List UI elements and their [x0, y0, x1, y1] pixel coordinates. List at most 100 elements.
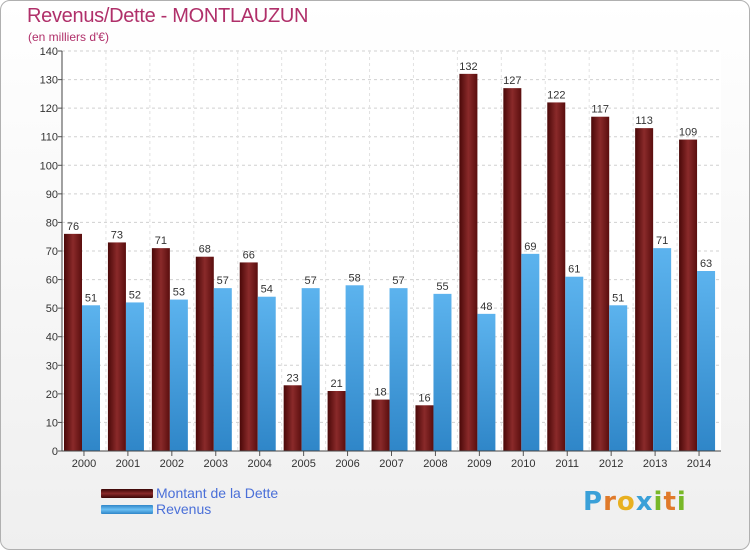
y-tick-label: 50	[46, 303, 58, 315]
y-tick-label: 30	[46, 360, 58, 372]
y-tick-label: 110	[40, 132, 58, 144]
chart-subtitle: (en milliers d'€)	[28, 30, 109, 44]
bar-revenus	[697, 271, 716, 451]
bar-dette	[547, 102, 566, 451]
data-label: 16	[418, 392, 430, 404]
logo-letter: P	[583, 487, 604, 517]
bar-dette	[107, 242, 126, 451]
bar-dette	[679, 139, 698, 452]
logo-letter: t	[663, 487, 677, 517]
data-label: 55	[436, 281, 448, 293]
y-tick-label: 80	[46, 217, 58, 229]
bar-dette	[459, 73, 478, 451]
bar-dette	[503, 88, 522, 452]
data-label: 73	[111, 229, 123, 241]
legend-label-debt: Montant de la Dette	[156, 485, 279, 501]
data-label: 66	[243, 249, 255, 261]
bar-revenus	[389, 288, 408, 451]
data-label: 109	[679, 127, 697, 139]
x-tick-label: 2009	[467, 458, 491, 470]
x-tick-label: 2012	[599, 458, 623, 470]
logo-letter: o	[616, 487, 636, 517]
bar-revenus	[257, 296, 276, 451]
bar-dette	[327, 391, 346, 451]
y-tick-label: 40	[46, 332, 58, 344]
bar-dette	[195, 256, 214, 451]
logo-letter: i	[653, 487, 664, 517]
data-label: 117	[591, 104, 609, 116]
logo-letter: x	[635, 487, 654, 517]
data-label: 68	[199, 244, 211, 256]
y-tick-label: 90	[46, 189, 58, 201]
data-label: 54	[261, 284, 273, 296]
data-label: 51	[612, 292, 624, 304]
bar-revenus	[521, 253, 540, 451]
chart-title: Revenus/Dette - MONTLAUZUN	[27, 5, 309, 27]
bar-dette	[151, 248, 170, 451]
data-label: 61	[568, 264, 580, 276]
proxiti-logo: Proxiti	[583, 487, 687, 517]
x-tick-label: 2014	[687, 458, 711, 470]
bar-revenus	[82, 305, 100, 451]
data-label: 76	[67, 221, 79, 233]
bar-dette	[591, 116, 610, 451]
data-label: 21	[330, 378, 342, 390]
data-label: 58	[348, 272, 360, 284]
bar-dette	[635, 128, 654, 451]
data-label: 57	[217, 275, 229, 287]
bar-revenus	[301, 288, 320, 451]
bar-dette	[415, 405, 434, 451]
y-tick-label: 20	[46, 389, 58, 401]
x-tick-label: 2004	[247, 458, 271, 470]
y-tick-label: 130	[40, 75, 58, 87]
data-label: 48	[480, 301, 492, 313]
bar-revenus	[565, 276, 584, 451]
bar-revenus	[213, 288, 232, 451]
bar-dette	[371, 399, 390, 451]
data-label: 132	[459, 61, 477, 73]
x-tick-label: 2000	[72, 458, 96, 470]
x-tick-label: 2010	[511, 458, 535, 470]
data-label: 53	[173, 287, 185, 299]
data-label: 69	[524, 241, 536, 253]
legend-swatch-revenus	[101, 505, 153, 514]
data-label: 71	[656, 235, 668, 247]
y-tick-label: 100	[40, 160, 58, 172]
bar-dette	[239, 262, 258, 451]
data-label: 113	[635, 115, 653, 127]
x-tick-label: 2007	[379, 458, 403, 470]
x-tick-label: 2013	[643, 458, 667, 470]
bar-revenus	[125, 302, 144, 451]
data-label: 71	[155, 235, 167, 247]
data-label: 57	[392, 275, 404, 287]
data-label: 63	[700, 258, 712, 270]
logo-letter: r	[603, 487, 617, 517]
data-label: 23	[287, 372, 299, 384]
y-tick-label: 120	[40, 103, 58, 115]
data-label: 57	[305, 275, 317, 287]
data-label: 52	[129, 289, 141, 301]
y-tick-label: 140	[40, 46, 58, 58]
data-label: 122	[547, 89, 565, 101]
bar-revenus	[345, 285, 364, 451]
logo-letter: i	[676, 487, 687, 517]
legend-swatch-debt	[101, 489, 153, 498]
x-tick-label: 2005	[291, 458, 315, 470]
x-tick-label: 2008	[423, 458, 447, 470]
data-label: 127	[503, 75, 521, 87]
bar-revenus	[653, 248, 672, 451]
x-tick-label: 2001	[116, 458, 140, 470]
bar-dette	[64, 233, 82, 451]
data-label: 18	[374, 387, 386, 399]
bar-revenus	[609, 305, 628, 451]
data-label: 51	[85, 292, 97, 304]
bar-dette	[283, 385, 302, 451]
bar-chart: 76 51 73 52 71 53 68 57 66 54 23 57 21 58 18 57 16 55 132 4…	[40, 46, 721, 470]
y-tick-label: 70	[46, 246, 58, 258]
x-tick-label: 2003	[204, 458, 228, 470]
y-tick-label: 60	[46, 275, 58, 287]
y-tick-label: 0	[52, 446, 58, 458]
x-tick-label: 2011	[555, 458, 579, 470]
bar-revenus	[433, 293, 452, 451]
